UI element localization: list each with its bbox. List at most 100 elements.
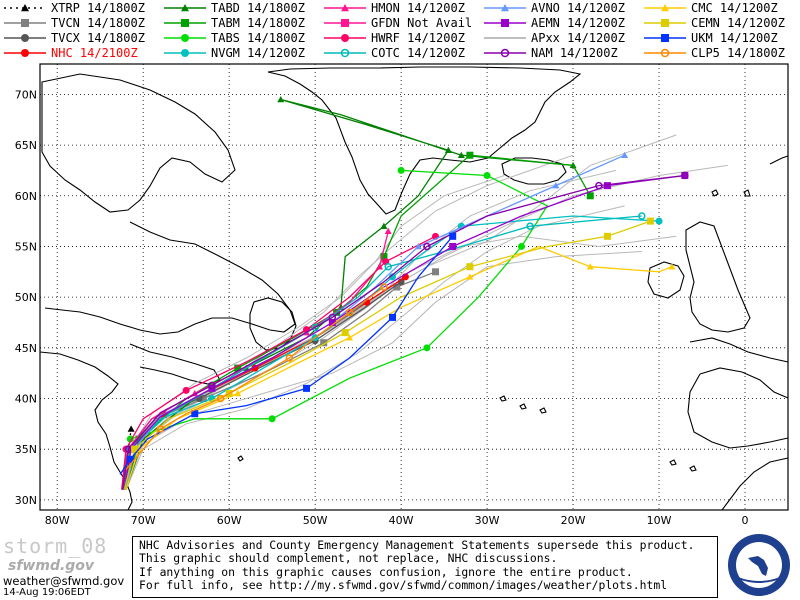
track-marker-icon xyxy=(156,425,165,433)
apxx-track xyxy=(125,175,505,490)
contact-email: weather@sfwmd.gov xyxy=(3,574,125,588)
track-marker-icon xyxy=(131,445,139,453)
storm-name: storm_08 xyxy=(3,534,108,558)
legend-label: HMON 14/1200Z xyxy=(371,0,465,15)
track-marker-icon xyxy=(208,381,216,390)
track-marker-icon xyxy=(595,181,603,190)
axis-labels: 80W 70W 60W 50W 40W 30W 20W 10W 0 70N 65N 60N 55N 50N… xyxy=(15,88,749,527)
lat-tick-label: 55N xyxy=(15,240,37,253)
legend-entry: NHC 14/2100Z xyxy=(2,46,138,61)
track-marker-icon xyxy=(466,263,474,271)
track-marker-icon xyxy=(234,389,242,397)
legend-marker-icon xyxy=(21,3,29,11)
track-marker-icon xyxy=(389,313,397,321)
legend-marker-icon xyxy=(500,49,510,58)
legend-label: CEMN 14/1200Z xyxy=(691,15,785,30)
track-marker-icon xyxy=(586,192,594,200)
track-marker-icon xyxy=(449,232,457,240)
map-frame xyxy=(39,63,789,511)
legend-marker-icon xyxy=(181,49,189,58)
legend-entry: AVNO 14/1200Z xyxy=(482,0,625,15)
legend-entry: NVGM 14/1200Z xyxy=(162,46,305,61)
disclaimer-line: If anything on this graphic causes confu… xyxy=(139,564,633,579)
legend-entry: TVCN 14/1800Z xyxy=(2,15,145,30)
track-cmc xyxy=(125,245,676,490)
legend-label: CMC 14/1200Z xyxy=(691,0,778,15)
legend-entry: GFDN Not Avail xyxy=(322,15,472,30)
legend-entry: XTRP 14/1800Z xyxy=(2,0,145,15)
timestamp: 14-Aug 19:06EDT xyxy=(3,587,91,598)
track-line xyxy=(119,235,454,475)
legend-marker-icon xyxy=(341,18,349,27)
legend-marker-icon xyxy=(501,18,509,27)
track-marker-icon xyxy=(216,394,225,403)
track-marker-icon xyxy=(414,242,422,250)
lat-tick-label: 40N xyxy=(15,393,37,406)
lon-tick-label: 20W xyxy=(561,514,586,527)
track-marker-icon xyxy=(552,182,560,189)
legend-swatch xyxy=(164,49,206,58)
disclaimer-box: NHC Advisories and County Emergency Mana… xyxy=(132,536,718,598)
track-line xyxy=(121,235,436,490)
lat-tick-label: 70N xyxy=(15,88,37,101)
track-marker-icon xyxy=(311,323,319,332)
lon-tick-label: 80W xyxy=(45,514,70,527)
legend-marker-icon xyxy=(661,3,669,11)
lat-tick-label: 45N xyxy=(15,342,37,355)
legend-marker-icon xyxy=(661,18,669,27)
track-marker-icon xyxy=(346,334,354,341)
track-marker-icon xyxy=(328,313,337,322)
legend-label: UKM 14/1200Z xyxy=(691,31,778,46)
legend-label: NAM 14/1200Z xyxy=(531,46,618,61)
lon-tick-label: 50W xyxy=(303,514,328,527)
track-marker-icon xyxy=(397,166,405,174)
track-ukm xyxy=(119,232,457,475)
legend-entry: TABM 14/1800Z xyxy=(162,15,305,30)
legend-swatch xyxy=(644,34,686,43)
track-marker-icon xyxy=(341,329,349,337)
legend-swatch xyxy=(484,49,526,58)
legend-entry: CMC 14/1200Z xyxy=(642,0,778,15)
iberia-coast xyxy=(687,367,789,449)
lon-tick-label: 40W xyxy=(389,514,414,527)
legend-marker-icon xyxy=(21,34,29,43)
track-marker-icon xyxy=(431,268,439,276)
legend-label: NVGM 14/1200Z xyxy=(211,46,305,61)
lon-tick-label: 30W xyxy=(475,514,500,527)
track-marker-icon xyxy=(423,242,431,251)
track-marker-icon xyxy=(384,262,392,271)
legend-entry: COTC 14/1200Z xyxy=(322,46,465,61)
legend-marker-icon xyxy=(21,18,29,27)
track-marker-icon xyxy=(449,242,457,250)
track-marker-icon xyxy=(586,263,594,270)
track-marker-icon xyxy=(191,410,199,418)
legend-swatch xyxy=(644,18,686,27)
model-tracks xyxy=(119,95,689,490)
labrador-coast xyxy=(44,221,296,335)
legend-swatch xyxy=(164,18,206,27)
lon-tick-label: 70W xyxy=(131,514,156,527)
disclaimer-line: This graphic should complement, not repl… xyxy=(139,551,558,566)
track-marker-icon xyxy=(526,222,534,230)
legend-swatch xyxy=(4,3,46,11)
track-line xyxy=(125,286,385,470)
legend-label: APxx 14/1200Z xyxy=(531,31,625,46)
lon-tick-label: 60W xyxy=(217,514,242,527)
track-marker-icon xyxy=(457,151,465,159)
legend-label: XTRP 14/1800Z xyxy=(51,0,145,15)
legend-entry: CEMN 14/1200Z xyxy=(642,15,785,30)
legend-swatch xyxy=(484,18,526,27)
apxx-track xyxy=(125,154,574,490)
legend-swatch xyxy=(324,18,366,27)
disclaimer-line: For full info, see http://my.sfwmd.gov/s… xyxy=(139,578,668,593)
track-marker-icon xyxy=(285,354,294,362)
azores-islands xyxy=(499,395,547,414)
legend-marker-icon xyxy=(341,34,349,43)
norway-coast xyxy=(769,155,789,165)
legend-label: COTC 14/1200Z xyxy=(371,46,465,61)
legend-label: AVNO 14/1200Z xyxy=(531,0,625,15)
legend-swatch xyxy=(644,49,686,58)
model-legend: XTRP 14/1800Z TVCN 14/1800Z TVCX 14/1800Z N… xyxy=(0,0,800,62)
faroe-shetland-islands xyxy=(711,189,751,197)
legend-marker-icon xyxy=(181,3,189,11)
